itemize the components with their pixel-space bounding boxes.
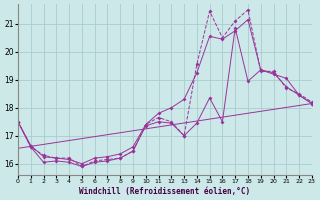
X-axis label: Windchill (Refroidissement éolien,°C): Windchill (Refroidissement éolien,°C) (79, 187, 251, 196)
